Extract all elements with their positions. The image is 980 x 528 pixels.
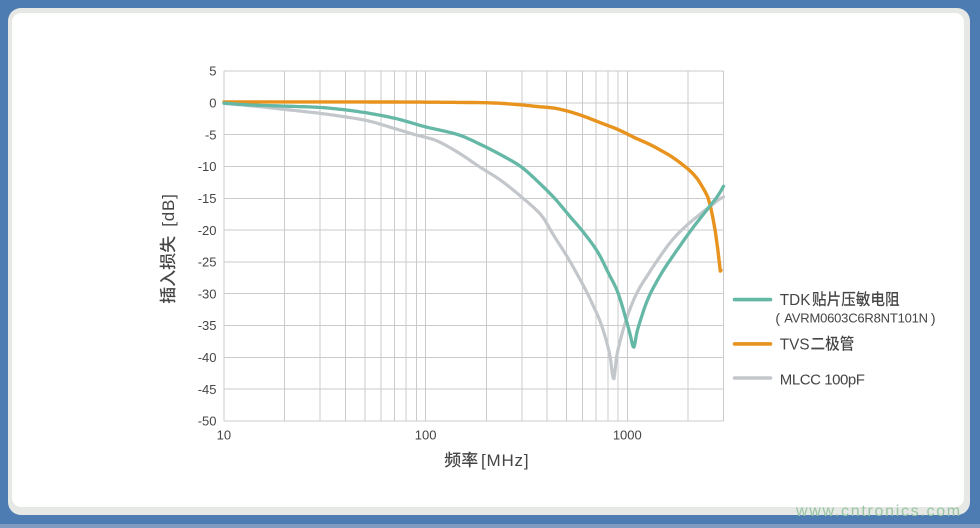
svg-text:AVRM0603C6R8NT101N: AVRM0603C6R8NT101N xyxy=(784,311,928,326)
svg-text:[dB]: [dB] xyxy=(159,193,178,226)
svg-text:-50: -50 xyxy=(198,414,217,429)
svg-text:-40: -40 xyxy=(198,350,217,365)
svg-text:): ) xyxy=(931,310,936,326)
svg-text:-35: -35 xyxy=(198,318,217,333)
svg-text:(: ( xyxy=(775,310,780,326)
svg-text:-20: -20 xyxy=(198,223,217,238)
svg-text:[MHz]: [MHz] xyxy=(481,451,529,470)
svg-text:TVS: TVS xyxy=(780,337,810,354)
svg-text:10: 10 xyxy=(217,428,231,443)
svg-text:5: 5 xyxy=(209,64,216,79)
svg-text:-5: -5 xyxy=(205,127,217,142)
svg-text:1000: 1000 xyxy=(613,428,642,443)
svg-text:TDK: TDK xyxy=(780,292,811,309)
svg-text:-10: -10 xyxy=(198,159,217,174)
svg-text:MLCC 100pF: MLCC 100pF xyxy=(780,372,865,389)
svg-text:-25: -25 xyxy=(198,255,217,270)
svg-text:-30: -30 xyxy=(198,286,217,301)
svg-text:0: 0 xyxy=(209,96,216,111)
svg-text:-15: -15 xyxy=(198,191,217,206)
svg-text:100: 100 xyxy=(415,428,437,443)
svg-text:-45: -45 xyxy=(198,382,217,397)
